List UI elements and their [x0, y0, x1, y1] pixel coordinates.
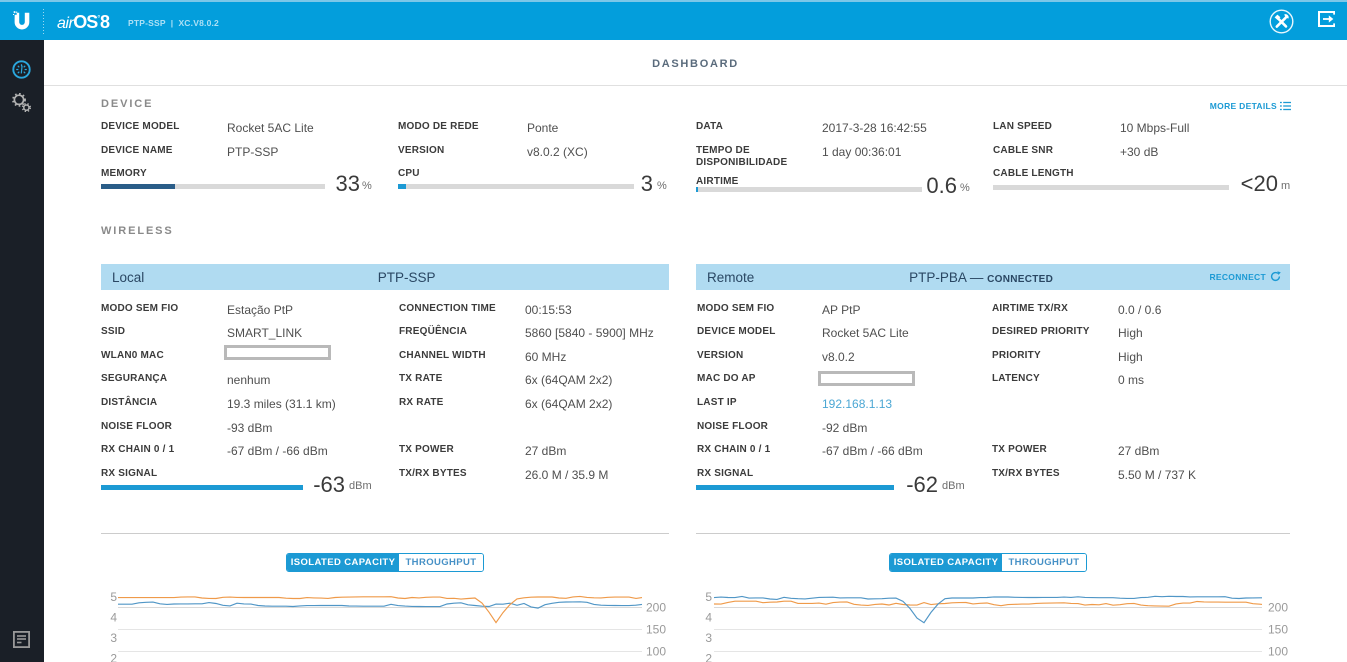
svg-text:2: 2 [110, 652, 117, 662]
svg-text:100: 100 [1268, 645, 1288, 659]
svg-text:200: 200 [646, 601, 666, 615]
svg-text:2: 2 [705, 652, 712, 662]
svg-text:150: 150 [646, 623, 666, 637]
svg-text:5: 5 [705, 590, 712, 604]
svg-text:3: 3 [110, 631, 117, 645]
svg-text:200: 200 [1268, 601, 1288, 615]
svg-text:3: 3 [705, 631, 712, 645]
svg-text:5: 5 [110, 590, 117, 604]
svg-text:4: 4 [110, 611, 117, 625]
svg-text:150: 150 [1268, 623, 1288, 637]
svg-text:100: 100 [646, 645, 666, 659]
svg-text:4: 4 [705, 611, 712, 625]
